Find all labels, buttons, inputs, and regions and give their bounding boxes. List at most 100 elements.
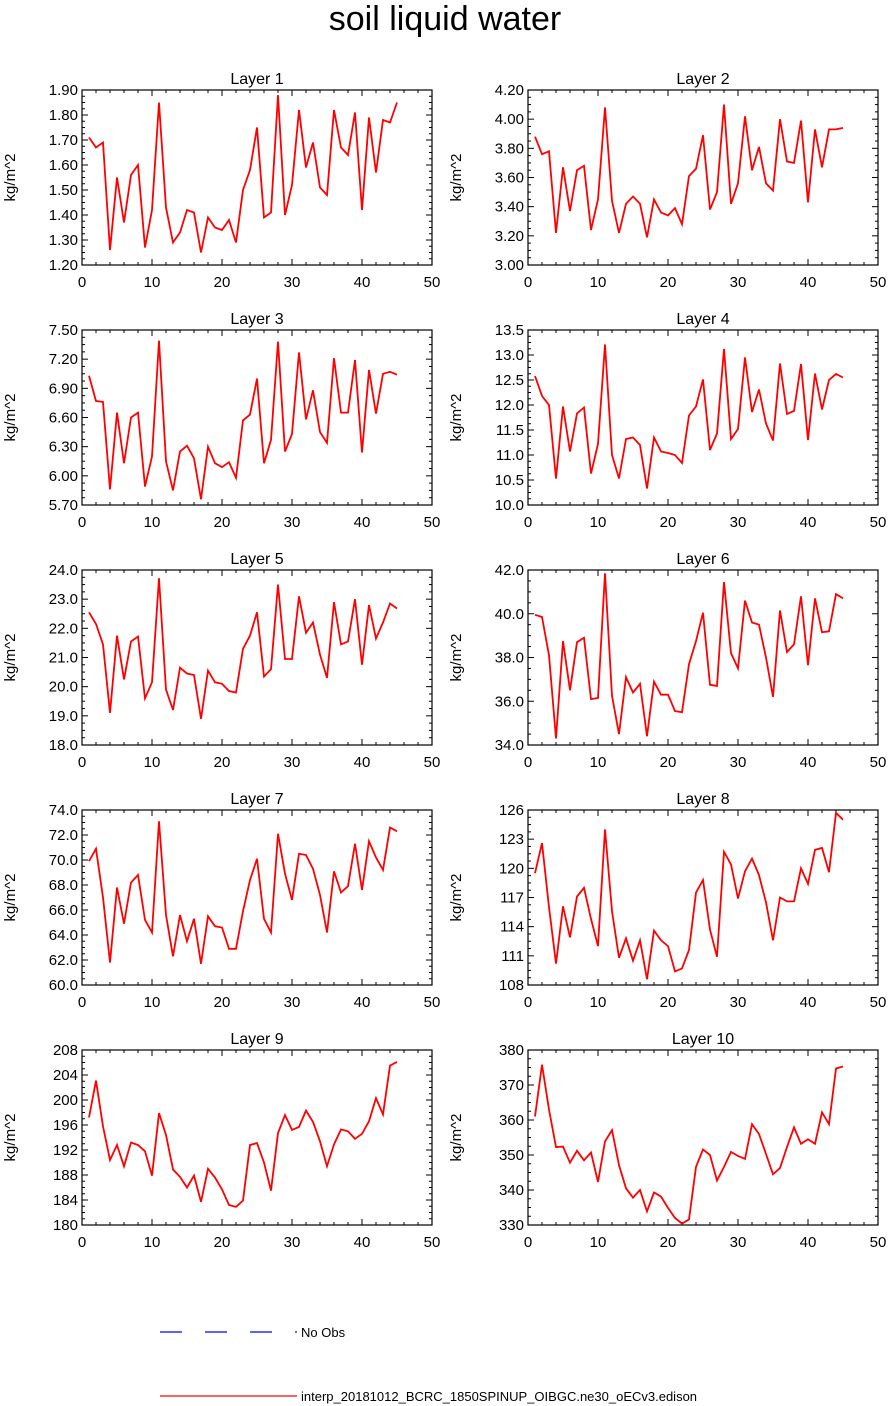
panel-title: Layer 7: [230, 791, 283, 808]
y-tick-label: 72.0: [49, 827, 78, 844]
panel-layer-4: Layer 4 0 10 20 30 40 50 10.0 10.5 11.0 11.5 12.0 12…: [448, 311, 886, 531]
panel-layer-10: Layer 10 0 10 20 30 40 50 330 340 350 360 370 380 kg/…: [448, 1031, 886, 1251]
y-tick-label: 7.20: [49, 351, 78, 368]
y-tick-label: 21.0: [49, 650, 78, 667]
y-axis-label: kg/m^2: [2, 874, 19, 922]
panel-layer-3: Layer 3 0 10 20 30 40 50 5.70 6.00 6.30 6.60 6.90 7.…: [2, 311, 440, 531]
y-tick-label: 5.70: [49, 497, 78, 514]
series-line: [534, 573, 844, 739]
series-line: [534, 104, 844, 238]
y-tick-label: 6.90: [49, 380, 78, 397]
y-tick-label: 7.50: [49, 322, 78, 339]
panel-layer-8: Layer 8 0 10 20 30 40 50 108 111 114 117 120 123 126 k…: [448, 791, 886, 1011]
x-tick-label: 20: [660, 1234, 677, 1251]
x-tick-label: 0: [524, 514, 532, 531]
y-tick-label: 60.0: [49, 977, 78, 994]
y-tick-label: 6.60: [49, 410, 78, 427]
x-tick-label: 10: [590, 274, 607, 291]
x-tick-label: 10: [590, 1234, 607, 1251]
x-tick-label: 50: [424, 514, 441, 531]
x-tick-label: 40: [800, 1234, 817, 1251]
series-line: [88, 1061, 398, 1208]
x-tick-label: 20: [214, 514, 231, 531]
x-tick-label: 30: [730, 1234, 747, 1251]
legend-model-label: interp_20181012_BCRC_1850SPINUP_OIBGC.ne…: [301, 1389, 697, 1404]
series-line: [88, 578, 398, 719]
y-tick-label: 64.0: [49, 927, 78, 944]
y-tick-label: 10.5: [495, 472, 524, 489]
plot-frame: [81, 1049, 433, 1226]
y-tick-label: 22.0: [49, 620, 78, 637]
x-tick-label: 20: [660, 274, 677, 291]
x-tick-label: 20: [214, 994, 231, 1011]
y-tick-label: 111: [501, 948, 524, 965]
x-tick-label: 20: [214, 1234, 231, 1251]
panel-title: Layer 10: [672, 1031, 734, 1048]
x-tick-label: 30: [730, 514, 747, 531]
y-tick-label: 114: [500, 919, 524, 936]
y-tick-label: 370: [499, 1077, 524, 1094]
x-tick-label: 50: [870, 274, 887, 291]
x-tick-label: 40: [800, 514, 817, 531]
x-tick-label: 0: [524, 754, 532, 771]
y-tick-label: 200: [53, 1092, 78, 1109]
y-tick-label: 3.20: [495, 228, 524, 245]
x-tick-label: 30: [284, 514, 301, 531]
series-line: [88, 821, 398, 964]
y-tick-label: 19.0: [49, 708, 78, 725]
panel-layer-5: Layer 5 0 10 20 30 40 50 18.0 19.0 20.0 21.0 22.0 23…: [2, 551, 440, 771]
y-tick-label: 108: [499, 977, 524, 994]
x-tick-label: 50: [870, 514, 887, 531]
legend-obs-label: No Obs: [301, 1325, 346, 1340]
panel-title: Layer 3: [230, 311, 283, 328]
x-tick-label: 10: [590, 514, 607, 531]
series-line: [534, 1064, 844, 1225]
x-tick-label: 50: [424, 754, 441, 771]
y-tick-label: 24.0: [49, 562, 78, 579]
y-tick-label: 188: [53, 1167, 78, 1184]
y-tick-label: 74.0: [49, 802, 78, 819]
y-tick-label: 184: [53, 1192, 78, 1209]
y-tick-label: 62.0: [49, 952, 78, 969]
y-tick-label: 3.00: [495, 257, 524, 274]
y-tick-label: 208: [53, 1042, 78, 1059]
panel-title: Layer 5: [230, 551, 283, 568]
y-axis-label: kg/m^2: [2, 634, 19, 682]
y-tick-label: 13.0: [495, 347, 524, 364]
y-tick-label: 117: [500, 890, 524, 907]
x-tick-label: 30: [730, 274, 747, 291]
plot-frame: [81, 89, 433, 266]
y-axis-label: kg/m^2: [2, 394, 19, 442]
y-tick-label: 1.70: [49, 132, 78, 149]
x-tick-label: 40: [354, 274, 371, 291]
x-tick-label: 50: [424, 994, 441, 1011]
x-tick-label: 0: [524, 274, 532, 291]
panel-title: Layer 4: [676, 311, 729, 328]
x-tick-label: 0: [524, 994, 532, 1011]
x-tick-label: 40: [354, 514, 371, 531]
y-tick-label: 192: [53, 1142, 78, 1159]
plot-frame: [81, 809, 433, 986]
x-tick-label: 20: [214, 754, 231, 771]
x-tick-label: 0: [78, 514, 86, 531]
y-tick-label: 36.0: [495, 693, 524, 710]
y-tick-label: 68.0: [49, 877, 78, 894]
x-tick-label: 50: [870, 754, 887, 771]
y-tick-label: 12.5: [495, 372, 524, 389]
y-tick-label: 196: [53, 1117, 78, 1134]
y-tick-label: 120: [499, 860, 524, 877]
y-tick-label: 11.5: [496, 422, 524, 439]
y-tick-label: 1.60: [49, 157, 78, 174]
series-line: [88, 340, 398, 500]
y-tick-label: 6.00: [49, 468, 78, 485]
panel-title: Layer 2: [676, 71, 729, 88]
y-tick-label: 126: [499, 802, 524, 819]
y-tick-label: 42.0: [495, 562, 524, 579]
y-tick-label: 380: [499, 1042, 524, 1059]
y-tick-label: 123: [499, 831, 524, 848]
x-tick-label: 40: [800, 994, 817, 1011]
x-tick-label: 30: [730, 754, 747, 771]
y-tick-label: 6.30: [49, 439, 78, 456]
y-tick-label: 40.0: [495, 606, 524, 623]
y-tick-label: 1.20: [49, 257, 78, 274]
